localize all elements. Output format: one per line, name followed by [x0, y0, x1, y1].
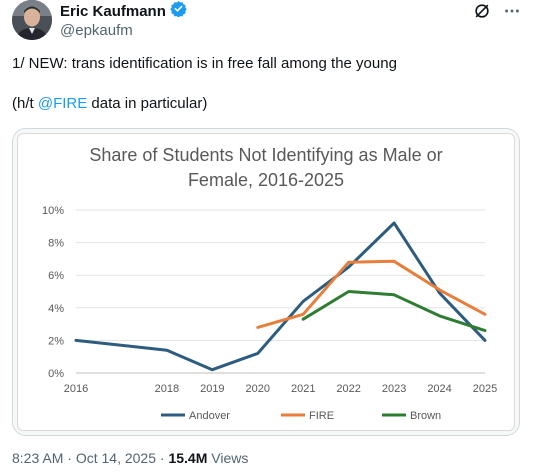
x-tick-label: 2020 — [246, 383, 270, 395]
x-tick-label: 2021 — [291, 383, 315, 395]
y-tick-label: 2% — [48, 335, 64, 347]
x-tick-label: 2018 — [155, 383, 179, 395]
author-name[interactable]: Eric Kaufmann — [60, 2, 166, 20]
tweet-line-2-prefix: (h/t — [12, 95, 38, 112]
x-tick-label: 2019 — [200, 383, 224, 395]
author-handle[interactable]: @epkaufm — [60, 22, 133, 39]
views-label: Views — [207, 450, 249, 466]
chart-title-line-2: Female, 2016-2025 — [188, 170, 344, 190]
avatar-image — [12, 0, 52, 40]
series-line-andover — [74, 221, 487, 372]
tweet-line-2: (h/t @FIRE data in particular) — [12, 94, 522, 114]
tweet-actions — [473, 2, 521, 25]
tweet-text: 1/ NEW: trans identification is in free … — [12, 54, 522, 114]
y-tick-label: 6% — [48, 270, 64, 282]
author-block: Eric Kaufmann @epkaufm — [60, 1, 187, 39]
x-tick-label: 2025 — [473, 383, 497, 395]
y-tick-label: 10% — [42, 205, 64, 217]
chart: Share of Students Not Identifying as Mal… — [42, 145, 497, 422]
grok-icon[interactable] — [473, 2, 491, 25]
verified-badge-icon — [170, 0, 187, 22]
series-line-fire — [256, 259, 487, 329]
legend-label-andover: Andover — [189, 410, 230, 422]
meta-separator-1: · — [63, 450, 76, 466]
legend-label-brown: Brown — [410, 410, 441, 422]
meta-separator-2: · — [156, 450, 169, 466]
more-icon[interactable] — [503, 2, 521, 25]
mention-link[interactable]: @FIRE — [37, 95, 88, 112]
x-tick-label: 2022 — [336, 383, 360, 395]
chart-title-line-1: Share of Students Not Identifying as Mal… — [89, 145, 442, 165]
avatar[interactable] — [12, 0, 52, 40]
y-tick-label: 0% — [48, 368, 64, 380]
tweet-meta: 8:23 AM · Oct 14, 2025 · 15.4M Views — [12, 450, 248, 466]
tweet-line-1: 1/ NEW: trans identification is in free … — [12, 55, 397, 72]
tweet-time[interactable]: 8:23 AM — [12, 450, 64, 466]
x-tick-label: 2016 — [64, 383, 88, 395]
series-line-brown — [301, 290, 487, 333]
y-tick-label: 4% — [48, 303, 64, 315]
y-tick-label: 8% — [48, 238, 64, 250]
x-tick-label: 2024 — [427, 383, 451, 395]
tweet-date[interactable]: Oct 14, 2025 — [75, 450, 156, 466]
views-count: 15.4M — [168, 450, 208, 466]
media-card[interactable]: Share of Students Not Identifying as Mal… — [12, 128, 520, 436]
chart-frame: Share of Students Not Identifying as Mal… — [17, 133, 515, 431]
x-tick-label: 2023 — [382, 383, 406, 395]
legend-label-fire: FIRE — [309, 410, 334, 422]
tweet-line-2-suffix: data in particular) — [87, 95, 208, 112]
